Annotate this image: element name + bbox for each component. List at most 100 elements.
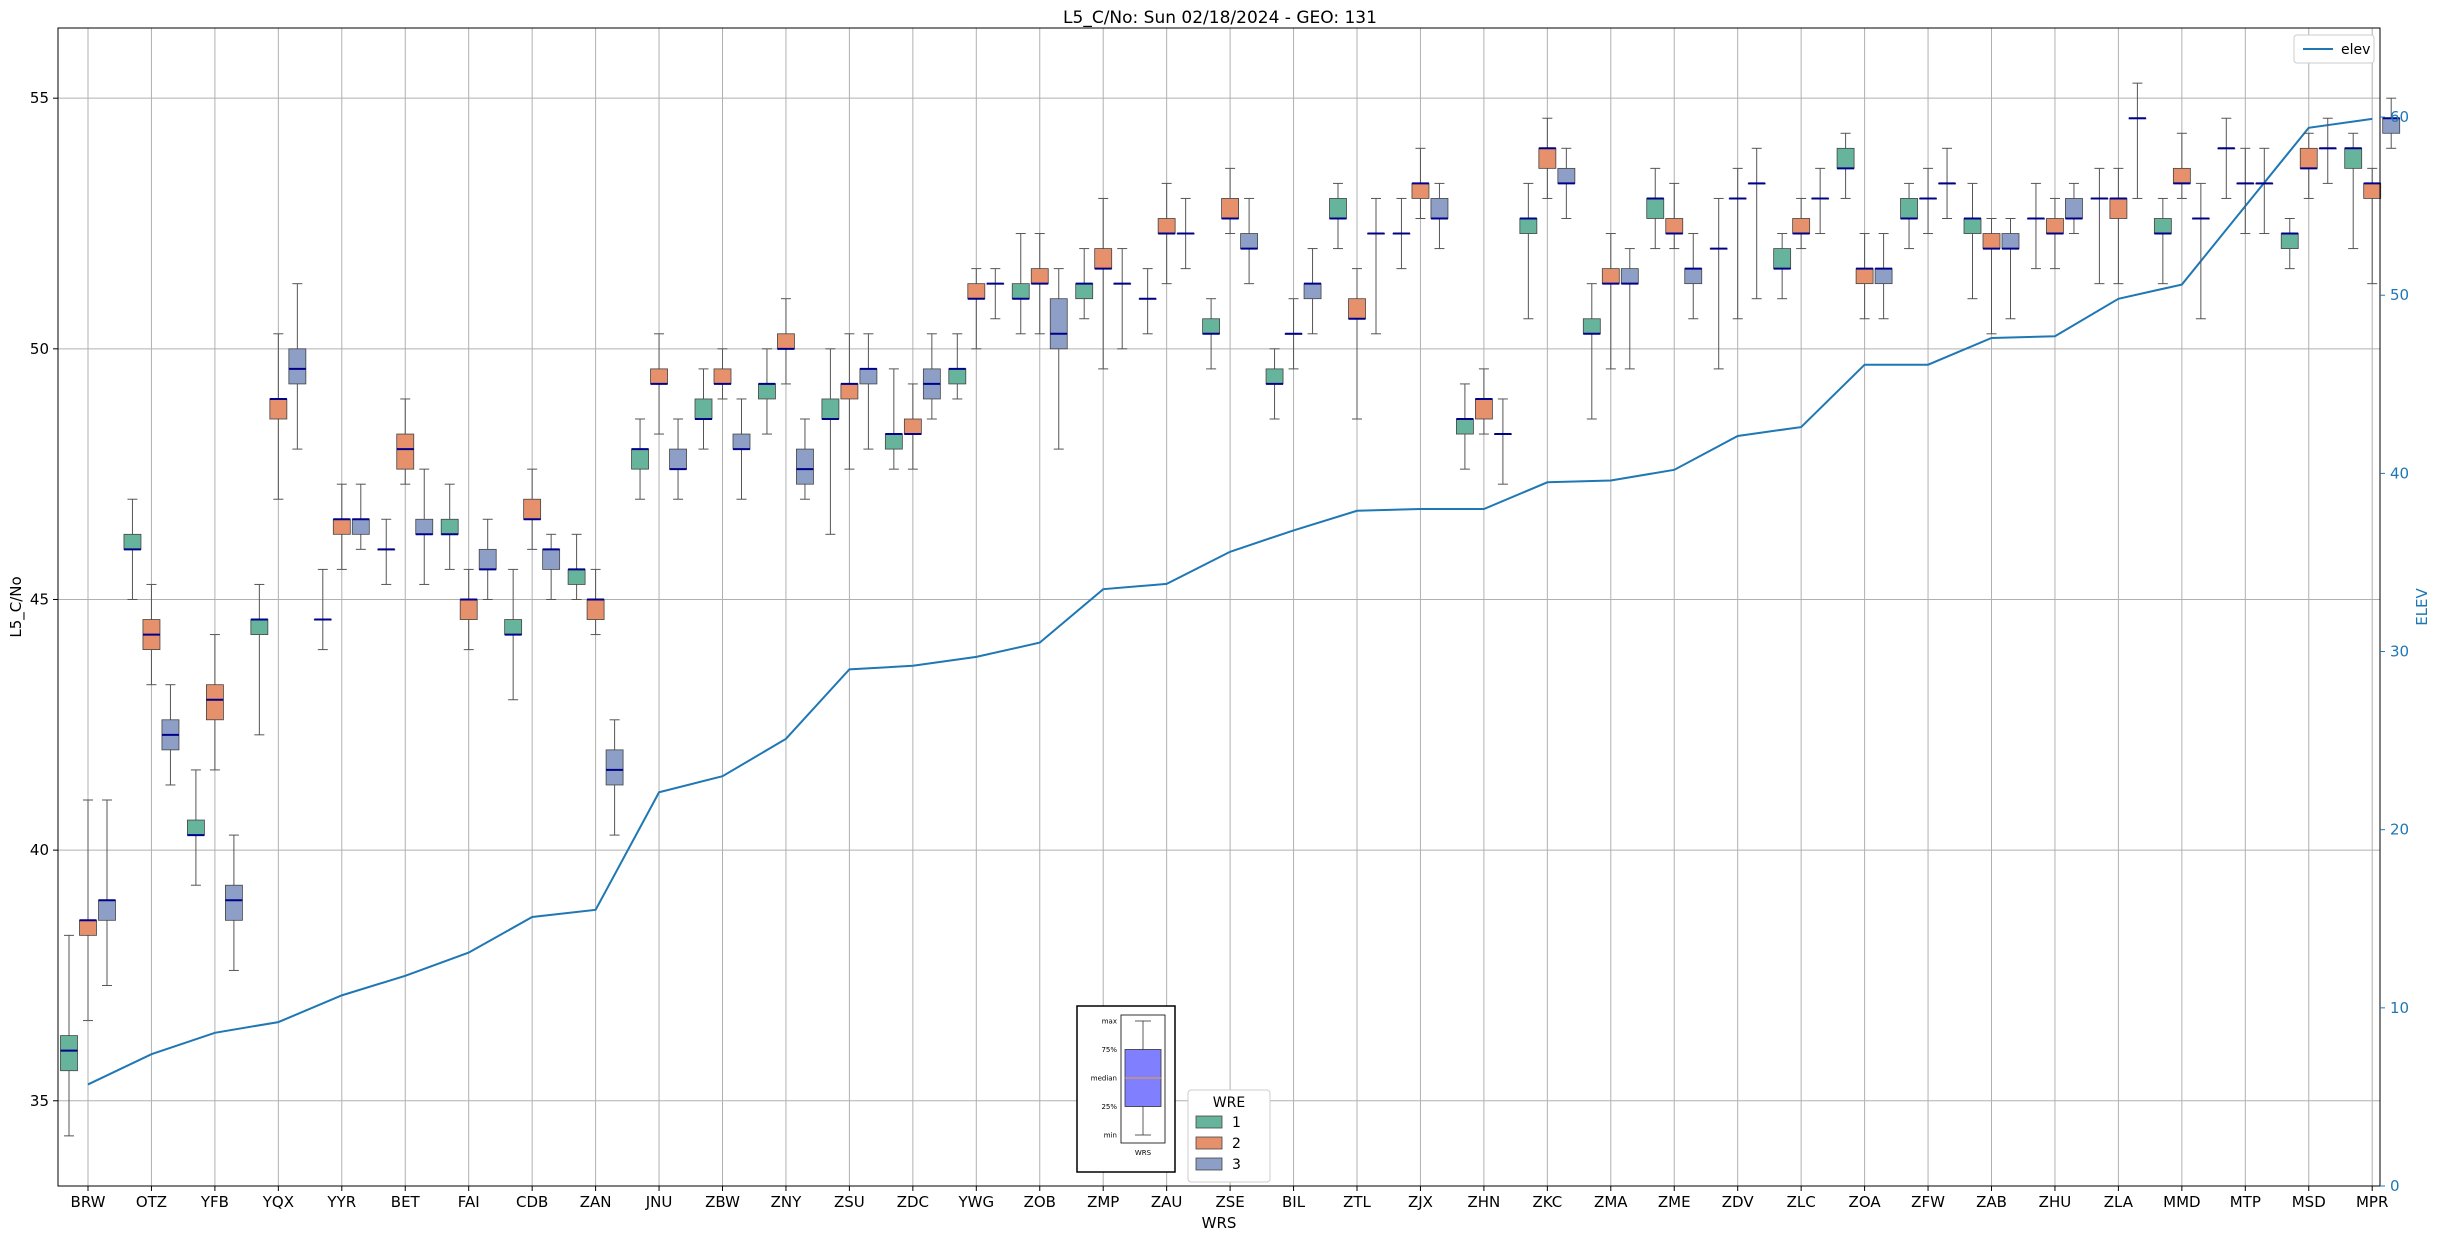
box-zan-wre1: [567, 533, 586, 600]
box-jnu-wre3: [669, 418, 687, 500]
box-iqr: [840, 383, 859, 400]
x-tick-label: MTP: [2230, 1193, 2261, 1211]
box-iqr: [478, 548, 497, 570]
box-msd-wre2: [2299, 132, 2318, 199]
box-zfw-wre3: [1938, 147, 1956, 219]
inset-label-3: 25%: [1101, 1103, 1117, 1111]
box-mmd-wre3: [2191, 182, 2210, 320]
box-iqr: [98, 899, 116, 921]
wre-legend-swatch-3: [1195, 1157, 1223, 1171]
x-axis: BRW OTZ YFB YQX YYR BET FAI CDB ZAN JNU ZBW ZNY ZSU Z…: [71, 1186, 2388, 1211]
box-iqr: [1601, 268, 1620, 285]
x-tick-label: ZKC: [1532, 1193, 1562, 1211]
box-zob-wre1: [1011, 233, 1030, 335]
x-tick-label: ZAU: [1151, 1193, 1183, 1211]
box-ztl-wre3: [1367, 197, 1385, 335]
box-iqr: [440, 518, 459, 535]
box-yqx-wre3: [288, 283, 307, 450]
box-yyr-wre1: [313, 568, 332, 651]
x-tick-label: ZLC: [1787, 1193, 1816, 1211]
box-fai-wre2: [459, 568, 478, 651]
box-iqr: [415, 518, 434, 535]
box-iqr: [1329, 198, 1347, 219]
box-yfb-wre1: [186, 769, 205, 886]
box-fai-wre1: [440, 483, 459, 570]
box-brw-wre2: [79, 799, 97, 1022]
box-iqr: [332, 518, 351, 535]
box-zsu-wre1: [821, 348, 840, 535]
box-ztl-wre1: [1329, 182, 1347, 250]
y-axis-title: L5_C/No: [7, 576, 26, 637]
box-iqr: [758, 383, 776, 400]
box-iqr: [1202, 318, 1220, 335]
box-zkc-wre2: [1538, 117, 1557, 199]
box-iqr: [859, 368, 878, 385]
box-mtp-wre1: [2217, 117, 2236, 199]
box-zmp-wre1: [1075, 248, 1094, 320]
box-cdb-wre1: [504, 568, 523, 701]
box-zdv-wre3: [1747, 147, 1766, 300]
box-zab-wre3: [2001, 217, 2020, 320]
box-iqr: [2065, 198, 2083, 219]
box-otz-wre2: [142, 583, 161, 686]
box-iqr: [2363, 183, 2382, 199]
box-ywg-wre3: [986, 268, 1005, 320]
wre-legend-label-1: 1: [1232, 1115, 1241, 1131]
box-jnu-wre2: [650, 333, 668, 435]
wre-legend-label-2: 2: [1232, 1136, 1241, 1152]
box-zhn-wre1: [1456, 383, 1474, 470]
x-tick-label: ZME: [1658, 1193, 1691, 1211]
y-tick-label: 40: [30, 841, 49, 859]
y2-tick-label: 50: [2390, 286, 2409, 304]
box-iqr: [1557, 167, 1576, 184]
box-iqr: [396, 433, 415, 470]
box-iqr: [2109, 198, 2128, 219]
box-iqr: [523, 498, 542, 520]
box-msd-wre3: [2318, 117, 2337, 184]
box-otz-wre3: [161, 684, 180, 786]
box-zau-wre3: [1176, 197, 1195, 270]
box-bet-wre1: [377, 518, 396, 585]
inset-label-4: min: [1104, 1132, 1117, 1140]
box-zma-wre3: [1620, 248, 1639, 370]
box-zdv-wre1: [1709, 197, 1728, 370]
box-iqr: [631, 448, 649, 470]
x-tick-label: ZLA: [2104, 1193, 2134, 1211]
y-tick-label: 45: [30, 590, 49, 608]
inset-category-label: WRS: [1135, 1149, 1152, 1157]
box-iqr: [351, 518, 370, 535]
box-mmd-wre1: [2153, 197, 2172, 285]
box-msd-wre1: [2280, 217, 2299, 270]
box-zhu-wre3: [2065, 182, 2083, 235]
box-zab-wre1: [1963, 182, 1982, 300]
x-tick-label: MMD: [2163, 1193, 2200, 1211]
box-iqr: [1982, 233, 2001, 249]
inset-box-legend: WRS max 75% median 25% min: [1076, 1005, 1176, 1173]
wre-legend-title: WRE: [1213, 1095, 1245, 1111]
box-iqr: [269, 398, 288, 420]
box-iqr: [2172, 167, 2191, 184]
y-tick-label: 35: [30, 1092, 49, 1110]
box-zmp-wre3: [1113, 248, 1132, 350]
box-brw-wre3: [98, 799, 116, 986]
box-iqr: [586, 599, 605, 620]
box-bil-wre3: [1303, 248, 1322, 335]
x-axis-title: WRS: [1202, 1214, 1237, 1232]
box-iqr: [1011, 283, 1030, 300]
wre-legend: WRE 1 2 3: [1187, 1089, 1271, 1183]
y2-tick-label: 40: [2390, 464, 2409, 482]
box-zdv-wre2: [1728, 167, 1747, 320]
x-tick-label: BIL: [1282, 1193, 1306, 1211]
box-zau-wre1: [1138, 268, 1157, 335]
box-zjx-wre3: [1430, 182, 1449, 250]
box-iqr: [542, 548, 561, 570]
box-zab-wre2: [1982, 217, 2001, 335]
x-tick-label: ZNY: [771, 1193, 802, 1211]
box-iqr: [2299, 147, 2318, 169]
x-tick-label: FAI: [458, 1193, 480, 1211]
box-iqr: [605, 749, 624, 786]
box-iqr: [1348, 298, 1366, 320]
box-iqr: [1582, 318, 1601, 335]
box-otz-wre1: [123, 498, 142, 600]
